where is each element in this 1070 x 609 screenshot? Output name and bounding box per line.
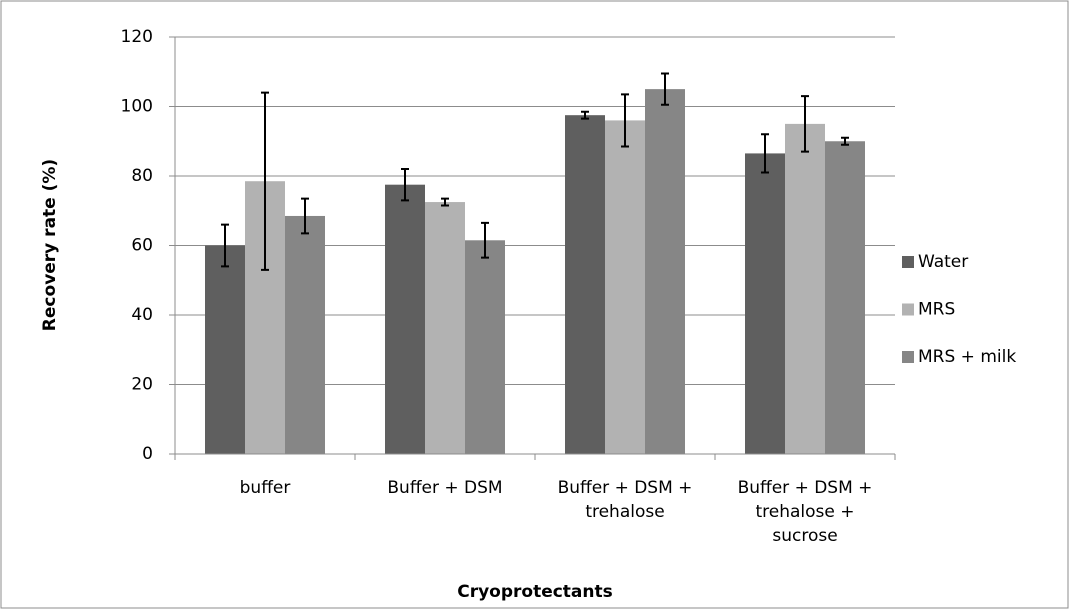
error-bar [761, 133, 769, 174]
legend-label: MRS [918, 300, 955, 320]
error-bar [621, 93, 629, 148]
x-tick-label: Buffer + DSM + trehalose [557, 478, 693, 522]
error-bar [481, 221, 489, 259]
x-tick-label: Buffer + DSM [387, 478, 503, 498]
bar [825, 141, 865, 454]
y-tick-label: 100 [121, 97, 153, 117]
legend-swatch [902, 256, 914, 268]
error-bar [261, 91, 269, 271]
y-axis-label: Recovery rate (%) [40, 159, 60, 331]
bar [745, 153, 785, 454]
bar [565, 115, 605, 454]
bar [425, 202, 465, 454]
bar [285, 215, 325, 454]
error-bar [441, 197, 449, 207]
error-bar [221, 223, 229, 268]
x-tick-label: buffer [239, 478, 291, 498]
legend-swatch [902, 351, 914, 363]
x-axis-label: Cryoprotectants [457, 582, 613, 602]
bar [785, 123, 825, 454]
error-bar [401, 168, 409, 202]
error-bar [841, 136, 849, 146]
bar [465, 240, 505, 454]
legend-label: Water [918, 252, 968, 272]
x-tick-label: Buffer + DSM + trehalose + sucrose [737, 478, 873, 546]
y-tick-label: 60 [131, 236, 153, 256]
bar [605, 120, 645, 455]
y-tick-label: 0 [142, 444, 153, 464]
y-tick-label: 80 [131, 166, 153, 186]
bar [385, 184, 425, 454]
bar [645, 89, 685, 454]
error-bar [661, 72, 669, 106]
error-bar [801, 95, 809, 153]
y-tick-label: 20 [131, 375, 153, 395]
error-bar [301, 197, 309, 235]
legend-swatch [902, 303, 914, 316]
legend-label: MRS + milk [918, 347, 1016, 367]
error-bar [581, 110, 589, 120]
y-tick-label: 40 [131, 305, 153, 325]
bar [205, 245, 245, 454]
y-tick-label: 120 [121, 27, 153, 47]
